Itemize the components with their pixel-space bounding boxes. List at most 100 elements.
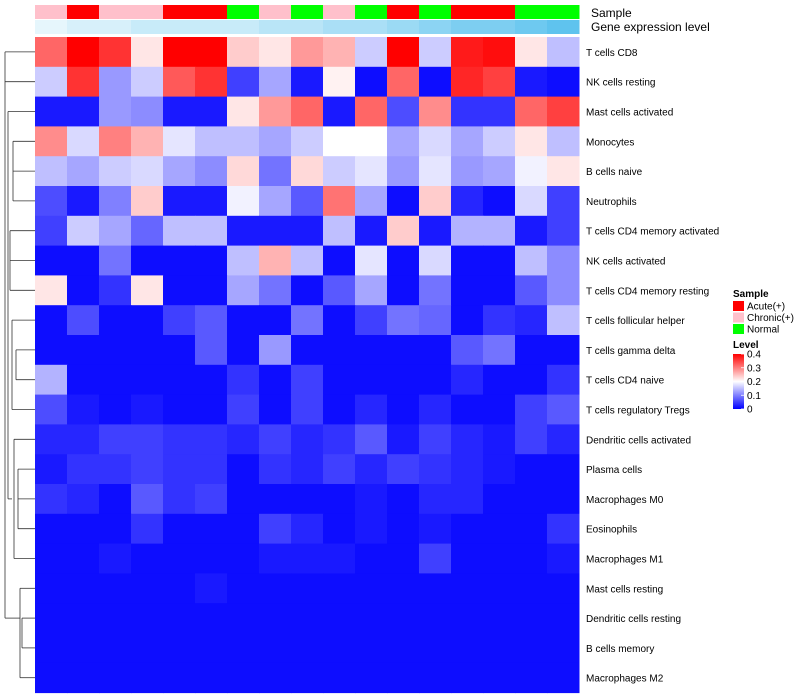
heatmap-cell	[195, 603, 228, 634]
heatmap-cell	[259, 275, 292, 306]
heatmap-cell	[291, 186, 324, 217]
heatmap-cell	[99, 543, 132, 574]
heatmap-cell	[99, 186, 132, 217]
heatmap-cell	[195, 454, 228, 485]
heatmap-cell	[291, 156, 324, 187]
row-label: Eosinophils	[586, 525, 637, 536]
heatmap-cell	[547, 156, 580, 187]
heatmap-cell	[99, 424, 132, 455]
heatmap-cell	[163, 335, 196, 366]
heatmap-cell	[387, 543, 420, 574]
heatmap-cell	[515, 573, 548, 604]
sample-annotation-cell	[291, 5, 324, 19]
heatmap-cell	[67, 186, 100, 217]
legend-swatch	[733, 312, 744, 323]
heatmap-cell	[259, 603, 292, 634]
sample-annotation-cell	[483, 5, 516, 19]
heatmap-cell	[227, 156, 260, 187]
legend-level-tick: 0.3	[747, 363, 761, 374]
heatmap-cell	[227, 484, 260, 515]
expression-annotation-cell	[163, 20, 196, 34]
heatmap-cell	[547, 245, 580, 276]
heatmap-cell	[227, 275, 260, 306]
heatmap-cell	[35, 275, 68, 306]
heatmap-cell	[131, 215, 164, 247]
heatmap-cell	[355, 513, 388, 545]
heatmap-cell	[131, 424, 164, 455]
heatmap-cell	[291, 513, 324, 545]
heatmap-cell	[35, 305, 68, 336]
heatmap-cell	[195, 424, 228, 455]
sample-annotation-cell	[547, 5, 580, 19]
heatmap-cell	[195, 275, 228, 306]
row-label: T cells CD8	[586, 48, 638, 59]
heatmap-cell	[131, 662, 164, 694]
heatmap-cell	[323, 215, 356, 247]
heatmap-cell	[99, 364, 132, 396]
heatmap-cell	[35, 37, 68, 68]
heatmap-cell	[195, 364, 228, 396]
heatmap-cell	[227, 66, 260, 98]
heatmap-cell	[387, 96, 420, 127]
heatmap-cell	[227, 633, 260, 664]
row-label: B cells memory	[586, 644, 654, 655]
heatmap-cell	[355, 66, 388, 98]
heatmap-cell	[195, 484, 228, 515]
heatmap-cell	[163, 305, 196, 336]
heatmap-cell	[451, 364, 484, 396]
heatmap-cell	[99, 335, 132, 366]
heatmap-cell	[259, 156, 292, 187]
legend-level-colorbar	[733, 354, 744, 409]
expression-annotation-cell	[291, 20, 324, 34]
heatmap-cell	[35, 454, 68, 485]
expression-annotation-track	[35, 20, 580, 34]
heatmap-cell	[227, 364, 260, 396]
heatmap-cell	[163, 573, 196, 604]
heatmap-cell	[259, 484, 292, 515]
heatmap-cell	[323, 335, 356, 366]
row-label: Macrophages M1	[586, 555, 664, 566]
row-label: Monocytes	[586, 137, 634, 148]
heatmap-cell	[195, 662, 228, 694]
heatmap-cell	[259, 573, 292, 604]
heatmap-cell	[483, 484, 516, 515]
heatmap-cell	[163, 364, 196, 396]
row-label: NK cells resting	[586, 78, 655, 89]
heatmap-cell	[323, 126, 356, 157]
heatmap-cell	[291, 215, 324, 247]
heatmap-cell	[99, 66, 132, 98]
heatmap-cell	[67, 662, 100, 694]
heatmap-cell	[355, 633, 388, 664]
heatmap-cell	[323, 633, 356, 664]
expression-annotation-cell	[547, 20, 580, 34]
heatmap-cell	[195, 513, 228, 545]
heatmap-cell	[195, 156, 228, 187]
heatmap-cell	[67, 156, 100, 187]
heatmap-cell	[547, 394, 580, 425]
heatmap-cell	[227, 305, 260, 336]
heatmap-cell	[451, 662, 484, 694]
heatmap-cell	[451, 275, 484, 306]
legend-item-label: Normal	[747, 325, 779, 336]
heatmap-cell	[323, 424, 356, 455]
heatmap-cell	[67, 96, 100, 127]
heatmap-cell	[131, 454, 164, 485]
heatmap-cell	[163, 454, 196, 485]
heatmap-cell	[35, 156, 68, 187]
heatmap-cell	[227, 245, 260, 276]
sample-annotation-cell	[195, 5, 228, 19]
heatmap-cell	[99, 126, 132, 157]
heatmap-cell	[515, 454, 548, 485]
sample-annotation-track	[35, 5, 580, 19]
heatmap-cell	[131, 156, 164, 187]
heatmap-cell	[483, 275, 516, 306]
heatmap-cell	[291, 245, 324, 276]
heatmap-cell	[515, 394, 548, 425]
heatmap-cell	[355, 364, 388, 396]
heatmap-cell	[195, 126, 228, 157]
expression-annotation-cell	[387, 20, 420, 34]
heatmap-cell	[195, 543, 228, 574]
heatmap-cell	[515, 633, 548, 664]
heatmap-cell	[323, 394, 356, 425]
heatmap-cell	[419, 66, 452, 98]
